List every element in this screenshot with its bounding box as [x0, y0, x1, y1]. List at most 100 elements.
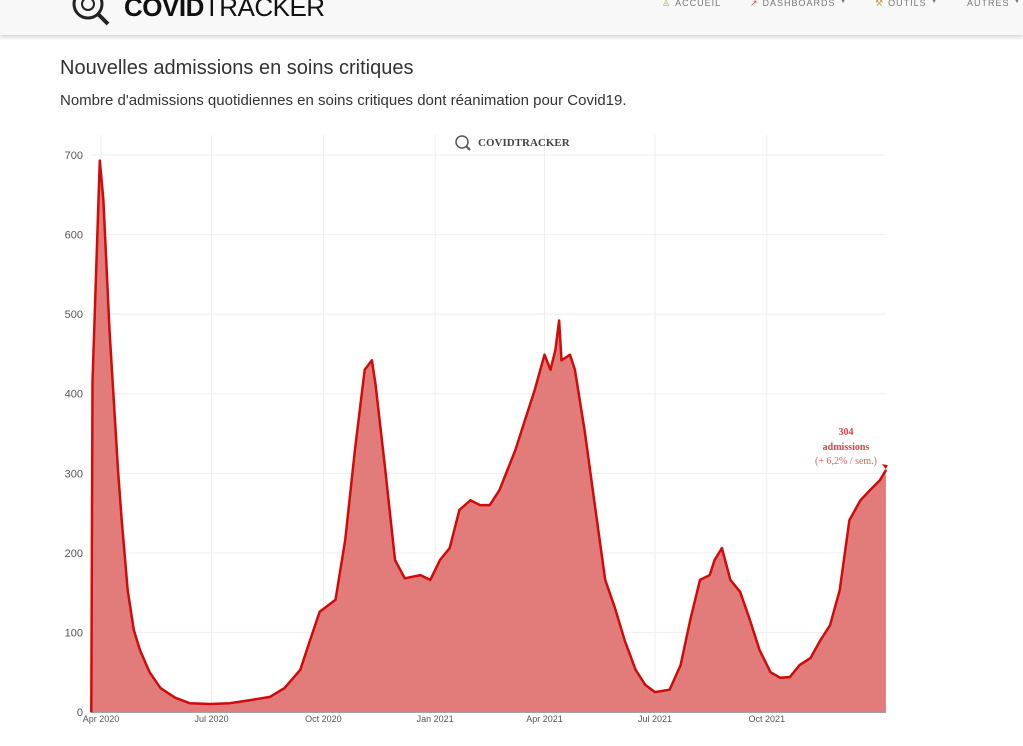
data-point: [769, 671, 772, 674]
data-point: [159, 687, 162, 689]
data-point: [126, 589, 129, 592]
nav-label: AUTRES: [967, 0, 1010, 8]
x-tick-label: Apr 2020: [83, 714, 120, 724]
data-point: [848, 519, 851, 522]
data-point: [148, 671, 151, 674]
data-point: [885, 469, 887, 471]
nav-label: ACCUEIL: [675, 0, 722, 8]
data-point: [309, 639, 311, 642]
brand-bold: COVID: [124, 0, 204, 22]
data-point: [524, 419, 526, 421]
data-point: [188, 702, 191, 705]
data-point: [120, 519, 123, 522]
data-point: [569, 353, 571, 356]
x-tick-label: Oct 2020: [305, 714, 342, 724]
watermark-text: COVIDTRACKER: [478, 137, 571, 149]
data-point: [739, 591, 741, 593]
last-value-annotation: 304 admissions (+ 6,2% / sem.): [815, 427, 877, 467]
data-point: [654, 691, 656, 693]
data-point: [560, 359, 563, 362]
data-point: [708, 574, 711, 576]
data-point: [689, 618, 692, 621]
data-point: [809, 657, 812, 659]
x-tick-label: Oct 2021: [749, 714, 786, 724]
data-point: [869, 489, 871, 491]
annotation-arrow-icon: [881, 464, 888, 470]
caret-down-icon: ▼: [1013, 0, 1022, 5]
data-point: [249, 699, 252, 701]
data-point: [533, 388, 536, 391]
x-tick-label: Jul 2020: [195, 714, 229, 724]
data-point: [133, 629, 135, 631]
data-point: [489, 504, 491, 506]
y-tick-label: 300: [65, 468, 83, 480]
data-point: [789, 676, 791, 678]
virus-magnifier-icon: [72, 0, 110, 26]
data-point: [283, 687, 286, 689]
data-point: [498, 489, 501, 491]
data-point: [879, 479, 881, 482]
data-point: [749, 618, 751, 621]
nav-label: DASHBOARDS: [762, 0, 836, 8]
data-point: [479, 504, 481, 506]
nav-accueil[interactable]: ♙ ACCUEIL: [662, 0, 721, 9]
data-point: [403, 577, 406, 580]
data-point: [384, 469, 387, 471]
x-tick-label: Jan 2021: [417, 714, 454, 724]
y-tick-label: 200: [65, 548, 83, 560]
annotation-unit: admissions: [823, 442, 870, 453]
data-point: [174, 696, 176, 699]
data-point: [514, 449, 517, 452]
data-point: [439, 559, 441, 561]
nav-autres[interactable]: AUTRES ▼: [967, 0, 1021, 8]
data-point: [543, 353, 546, 356]
data-point: [374, 384, 377, 386]
y-tick-label: 700: [65, 150, 83, 162]
navbar: COVIDTRACKER ♙ ACCUEIL ↗ DASHBOARDS ▼ ⚒ OUTI…: [0, 0, 1023, 35]
data-point: [574, 369, 576, 371]
data-point: [371, 359, 373, 362]
data-point: [334, 599, 337, 601]
data-point: [634, 669, 637, 671]
data-point: [419, 574, 422, 576]
data-point: [604, 579, 607, 581]
data-point: [98, 159, 101, 162]
data-point: [583, 429, 586, 432]
data-point: [429, 579, 432, 581]
y-tick-label: 500: [65, 309, 83, 321]
brand-logo[interactable]: COVIDTRACKER: [70, 0, 325, 28]
page-subtitle: Nombre d'admissions quotidiennes en soin…: [60, 92, 627, 109]
caret-down-icon: ▼: [839, 0, 848, 5]
data-point: [209, 703, 212, 705]
data-point: [448, 547, 451, 549]
data-point: [679, 664, 682, 666]
annotation-change: (+ 6,2% / sem.): [815, 456, 877, 467]
data-point: [394, 559, 396, 561]
data-point: [344, 539, 347, 541]
data-point: [594, 509, 597, 511]
y-tick-label: 0: [77, 707, 83, 719]
nav-dashboards[interactable]: ↗ DASHBOARDS ▼: [750, 0, 848, 9]
nav-outils[interactable]: ⚒ OUTILS ▼: [875, 0, 939, 9]
data-point: [469, 499, 472, 502]
data-point: [299, 669, 302, 671]
data-point: [729, 579, 732, 581]
data-point: [549, 369, 552, 371]
data-point: [838, 589, 841, 592]
data-point: [758, 649, 761, 651]
data-point: [558, 319, 560, 322]
data-point: [228, 702, 231, 705]
y-tick-label: 600: [65, 230, 83, 242]
y-tick-label: 100: [65, 627, 83, 639]
data-point: [117, 469, 119, 471]
home-icon: ♙: [662, 0, 672, 8]
data-point: [798, 664, 801, 666]
data-point: [859, 499, 862, 502]
chart-icon: ↗: [750, 0, 759, 8]
data-point: [668, 688, 671, 691]
area-fill: [91, 160, 886, 713]
data-point: [363, 369, 366, 371]
data-point: [614, 606, 616, 609]
data-point: [699, 579, 701, 581]
